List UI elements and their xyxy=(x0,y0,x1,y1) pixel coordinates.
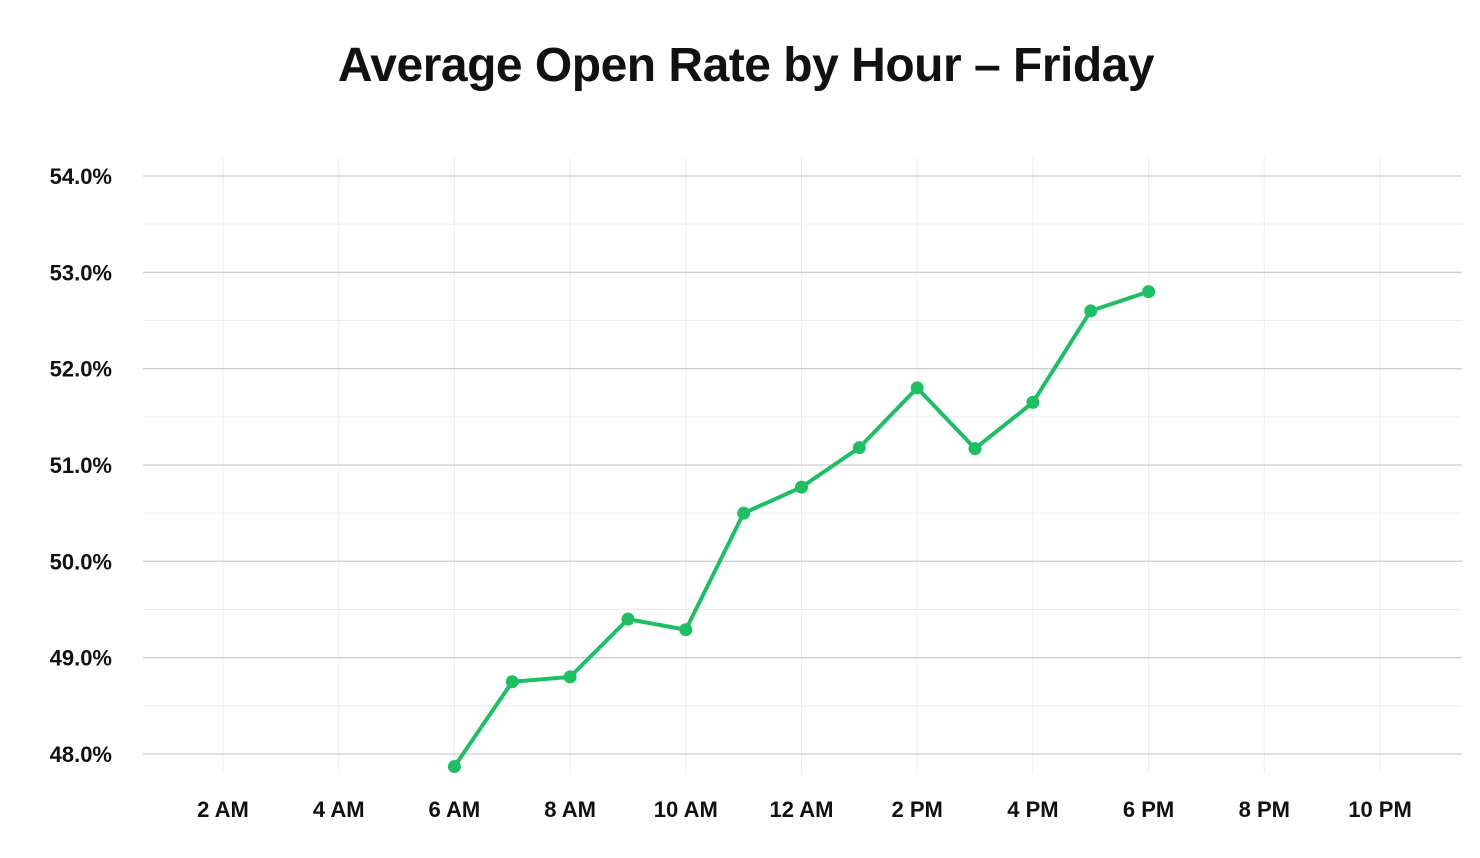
data-point xyxy=(1142,285,1156,299)
data-point xyxy=(1026,395,1040,409)
x-tick-label: 12 AM xyxy=(770,797,834,822)
x-tick-label: 4 AM xyxy=(313,797,365,822)
y-tick-label: 49.0% xyxy=(50,646,112,671)
y-tick-label: 50.0% xyxy=(50,549,112,574)
grid xyxy=(143,158,1462,774)
data-point xyxy=(679,623,693,637)
data-point xyxy=(968,442,982,456)
x-tick-label: 2 AM xyxy=(197,797,249,822)
data-point xyxy=(852,441,866,455)
series-layer xyxy=(447,285,1156,774)
x-tick-label: 2 PM xyxy=(892,797,943,822)
data-point xyxy=(910,381,924,395)
y-tick-label: 48.0% xyxy=(50,742,112,767)
x-tick-label: 6 PM xyxy=(1123,797,1174,822)
y-tick-label: 53.0% xyxy=(50,260,112,285)
chart-title: Average Open Rate by Hour – Friday xyxy=(337,39,1155,92)
x-tick-label: 10 AM xyxy=(654,797,718,822)
x-axis-ticks: 2 AM 4 AM 6 AM 8 AM 10 AM 12 AM 2 PM 4 PM 6 PM 8 … xyxy=(197,797,1412,822)
x-tick-label: 10 PM xyxy=(1348,797,1412,822)
data-point xyxy=(505,675,519,689)
y-tick-label: 54.0% xyxy=(50,164,112,189)
x-tick-label: 8 AM xyxy=(544,797,596,822)
data-point xyxy=(1084,304,1098,318)
data-point xyxy=(621,612,635,626)
data-point xyxy=(795,480,808,494)
y-axis-ticks: 54.0% 53.0% 52.0% 51.0% 50.0% 49.0% 48.0% xyxy=(50,164,112,767)
data-point xyxy=(737,506,751,520)
x-tick-label: 8 PM xyxy=(1239,797,1290,822)
data-point xyxy=(447,760,461,774)
x-tick-label: 6 AM xyxy=(429,797,481,822)
y-tick-label: 51.0% xyxy=(50,453,112,478)
data-point xyxy=(563,670,577,684)
x-tick-label: 4 PM xyxy=(1007,797,1058,822)
y-tick-label: 52.0% xyxy=(50,357,112,382)
